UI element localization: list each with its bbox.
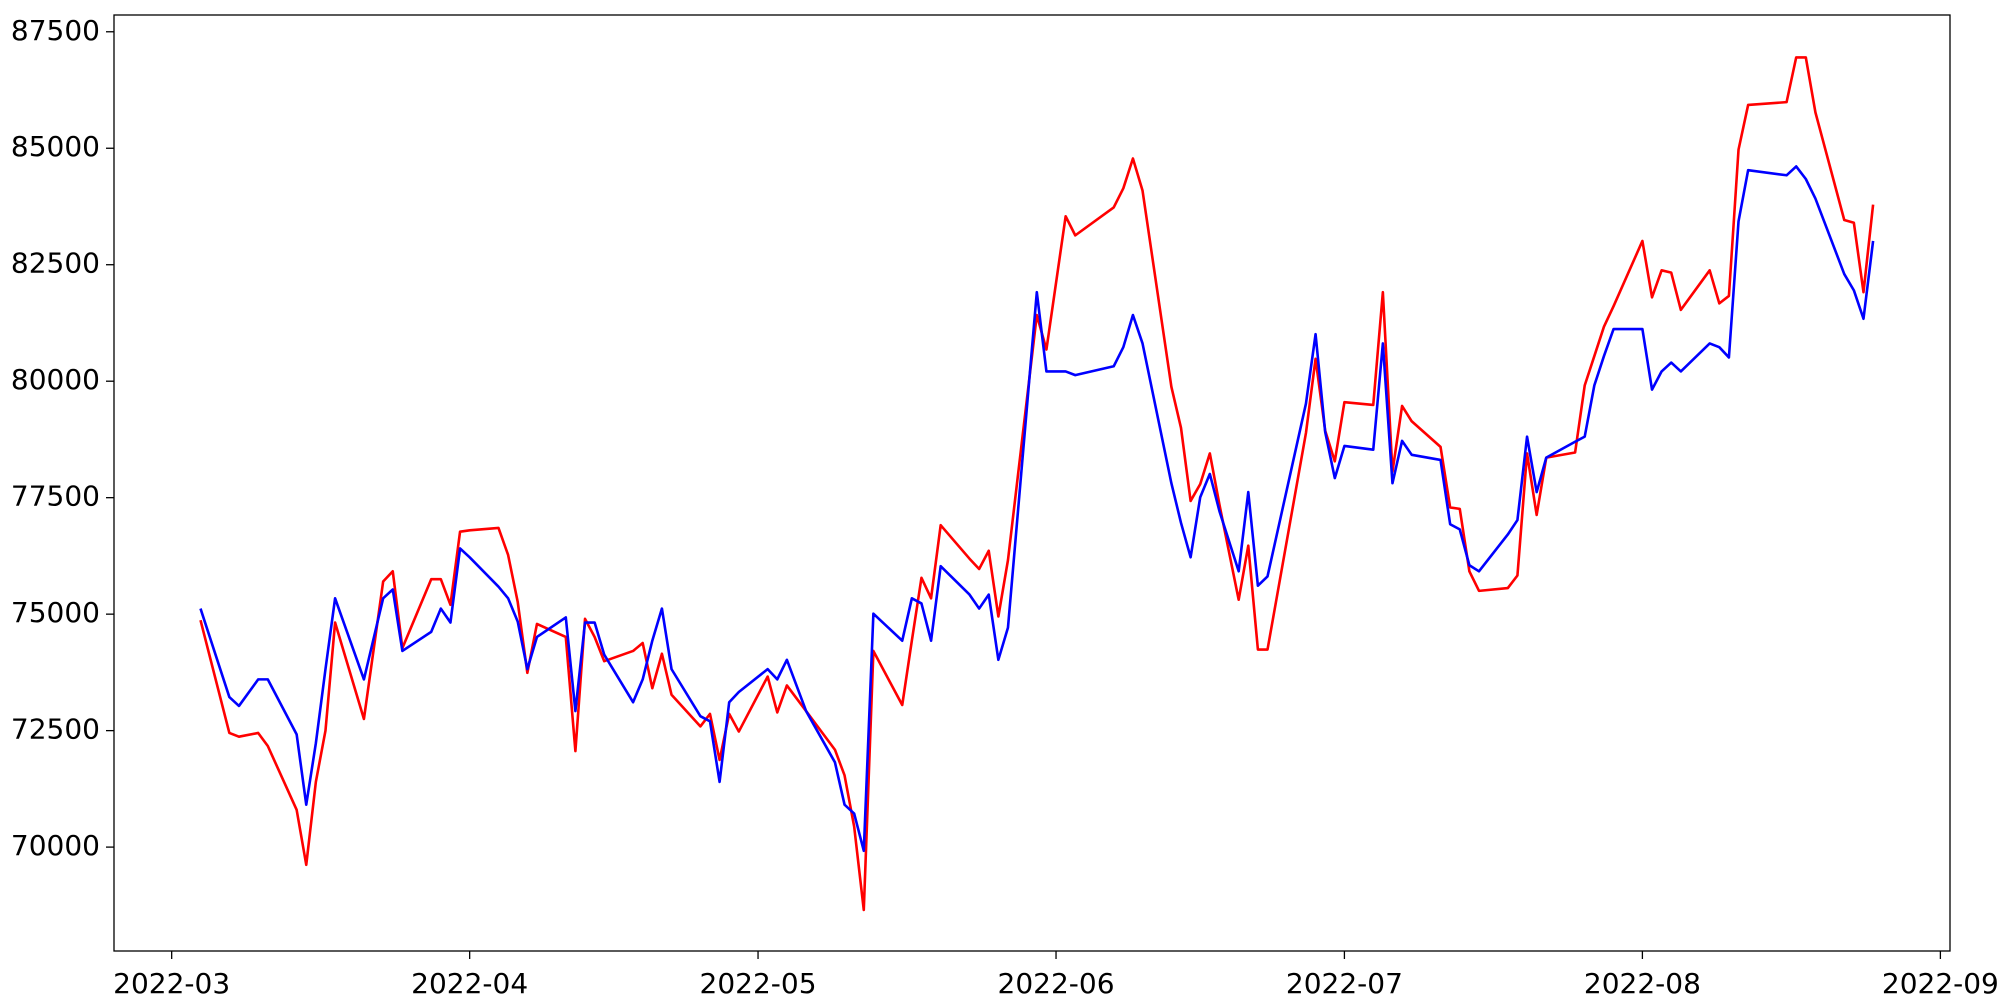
x-tick-label: 2022-07 [1286, 967, 1403, 1000]
plot-frame [113, 14, 1951, 952]
series-line [199, 56, 1875, 912]
x-tick-label: 2022-04 [411, 967, 528, 1000]
x-tick-label: 2022-09 [1882, 967, 1999, 1000]
y-tick-label: 82500 [11, 247, 100, 280]
y-tick-label: 77500 [11, 480, 100, 513]
x-tick-label: 2022-05 [700, 967, 817, 1000]
y-tick-label: 87500 [11, 14, 100, 47]
series-line [199, 165, 1875, 853]
y-tick-label: 80000 [11, 363, 100, 396]
x-tick-label: 2022-03 [113, 967, 230, 1000]
x-tick-label: 2022-08 [1584, 967, 1701, 1000]
y-tick-label: 72500 [11, 713, 100, 746]
y-tick-label: 85000 [11, 130, 100, 163]
x-tick-label: 2022-06 [998, 967, 1115, 1000]
y-tick-label: 75000 [11, 596, 100, 629]
y-tick-label: 70000 [11, 829, 100, 862]
